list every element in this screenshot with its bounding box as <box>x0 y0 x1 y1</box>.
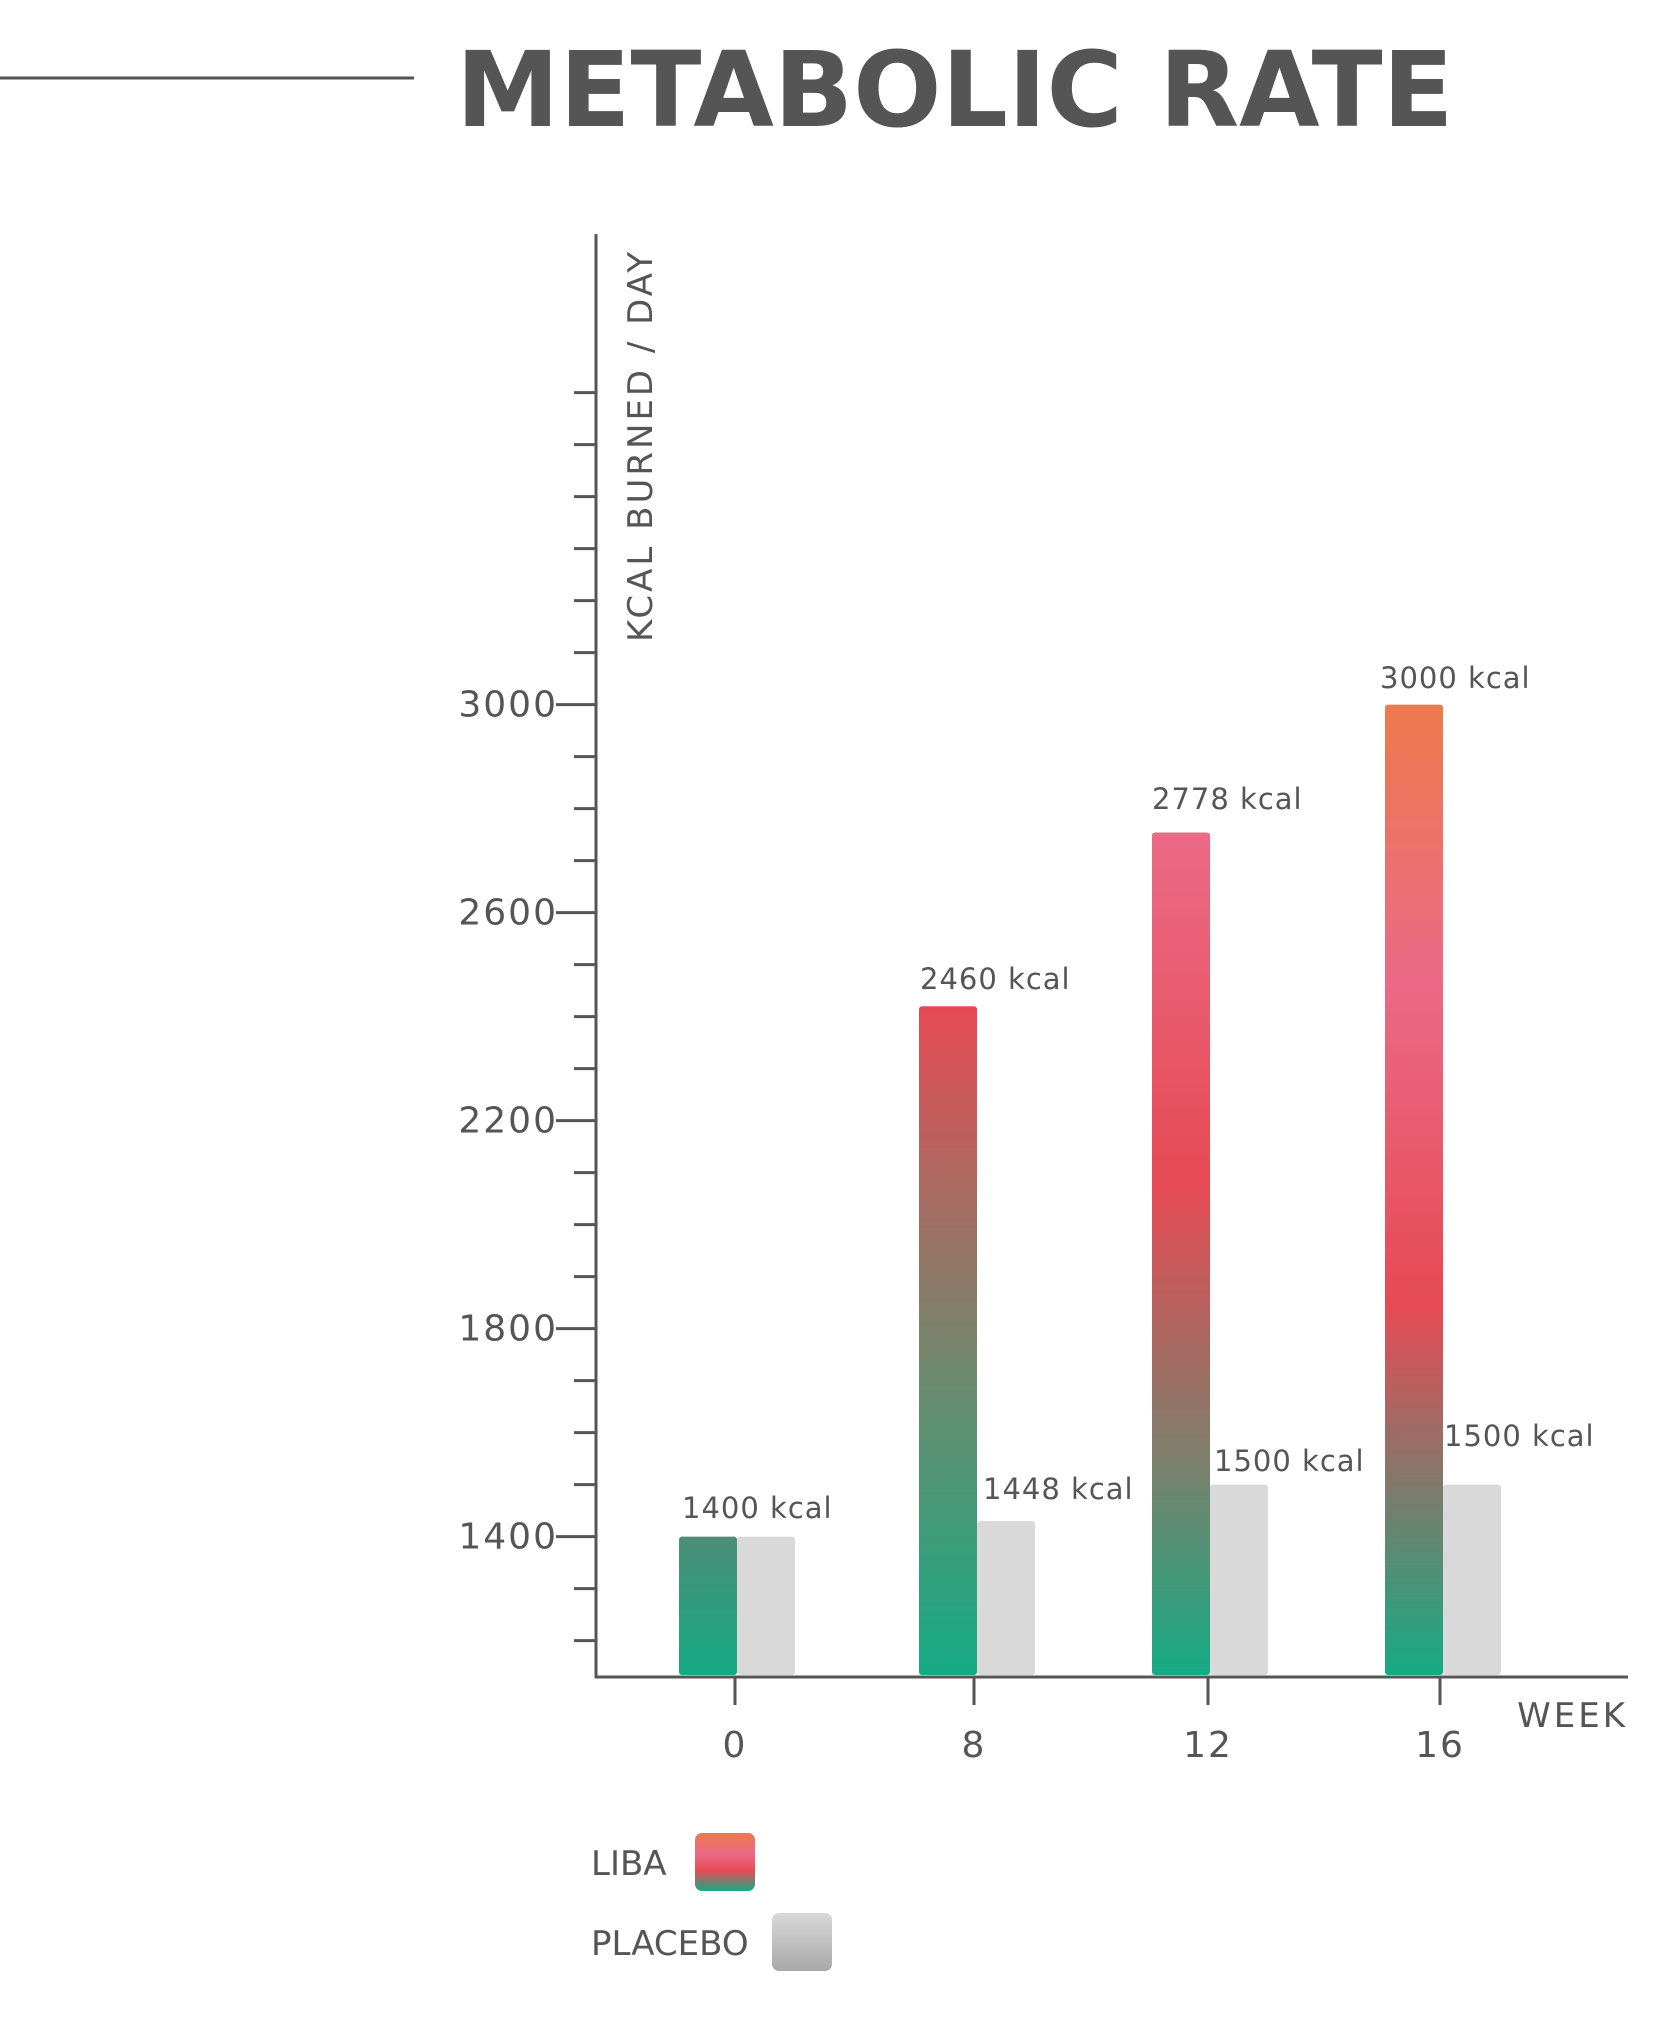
y-axis-title: KCAL BURNED / DAY <box>621 249 661 642</box>
x-ticks <box>733 1677 1442 1705</box>
data-label-liba: 2778 kcal <box>1152 782 1303 816</box>
x-tick-label: 0 <box>723 1725 748 1766</box>
x-tick-label: 12 <box>1183 1725 1233 1766</box>
data-label-placebo: 1500 kcal <box>1444 1419 1595 1453</box>
bar-liba-week-8 <box>919 1006 977 1675</box>
data-label-placebo: 1500 kcal <box>1214 1444 1365 1478</box>
bar-placebo-week-12 <box>1210 1484 1268 1675</box>
bar-liba-week-12 <box>1152 832 1210 1675</box>
legend-swatch-placebo <box>772 1913 832 1971</box>
data-label-liba: 3000 kcal <box>1380 661 1531 695</box>
y-tick-label: 1400 <box>458 1517 558 1558</box>
bar-placebo-week-8 <box>977 1521 1035 1675</box>
data-labels: 1400 kcal 2460 kcal 2778 kcal 3000 kcal 1448… <box>682 661 1595 1525</box>
bar-liba-week-16 <box>1385 704 1443 1675</box>
bar-placebo-week-16 <box>1443 1484 1501 1675</box>
bars <box>679 704 1501 1675</box>
legend-label-placebo: PLACEBO <box>591 1924 749 1964</box>
legend-label-liba: LIBA <box>591 1844 667 1884</box>
x-tick-label: 16 <box>1415 1725 1465 1766</box>
y-tick-label: 1800 <box>458 1309 558 1350</box>
legend-swatch-liba <box>695 1833 755 1891</box>
legend: LIBA PLACEBO <box>591 1833 832 1971</box>
y-ticks <box>556 391 596 1643</box>
bar-placebo-week-0 <box>737 1536 795 1675</box>
data-label-liba: 2460 kcal <box>920 962 1071 996</box>
y-tick-label: 3000 <box>458 685 558 726</box>
y-tick-labels: 1400 1800 2200 2600 3000 <box>458 685 558 1558</box>
x-tick-labels: 0 8 12 16 <box>723 1725 1465 1766</box>
x-tick-label: 8 <box>962 1725 987 1766</box>
chart-title: METABOLIC RATE <box>456 29 1454 151</box>
y-tick-label: 2200 <box>458 1101 558 1142</box>
data-label-placebo: 1448 kcal <box>983 1472 1134 1506</box>
y-tick-label: 2600 <box>458 893 558 934</box>
x-axis-title: WEEK <box>1517 1696 1628 1736</box>
data-label-liba: 1400 kcal <box>682 1491 833 1525</box>
bar-liba-week-0 <box>679 1536 737 1675</box>
